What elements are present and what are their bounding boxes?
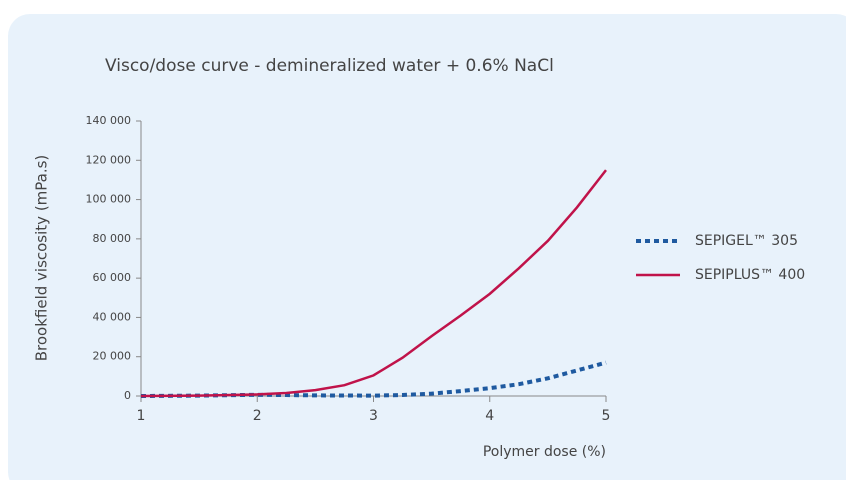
x-tick-label: 4 xyxy=(485,408,494,424)
x-axis-label: Polymer dose (%) xyxy=(483,444,606,460)
y-tick-label: 20 000 xyxy=(93,350,132,363)
legend-label: SEPIGEL™ 305 xyxy=(695,233,798,249)
x-tick-label: 3 xyxy=(369,408,378,424)
series-line xyxy=(140,169,607,398)
y-tick-label: 0 xyxy=(124,389,131,402)
legend-label: SEPIPLUS™ 400 xyxy=(695,267,805,283)
y-tick-label: 80 000 xyxy=(93,232,132,245)
panel xyxy=(8,14,846,480)
y-tick-label: 120 000 xyxy=(86,153,132,166)
y-tick-label: 100 000 xyxy=(86,193,132,206)
series-line xyxy=(140,360,607,398)
y-tick-label: 40 000 xyxy=(93,310,132,323)
y-axis-label: Brookfield viscosity (mPa.s) xyxy=(33,155,51,362)
chart-title: Visco/dose curve - demineralized water +… xyxy=(105,56,554,76)
y-tick-label: 140 000 xyxy=(86,114,132,127)
y-tick-label: 60 000 xyxy=(93,271,132,284)
x-tick-label: 5 xyxy=(602,408,611,424)
x-tick-label: 1 xyxy=(137,408,146,424)
x-tick-label: 2 xyxy=(253,408,262,424)
